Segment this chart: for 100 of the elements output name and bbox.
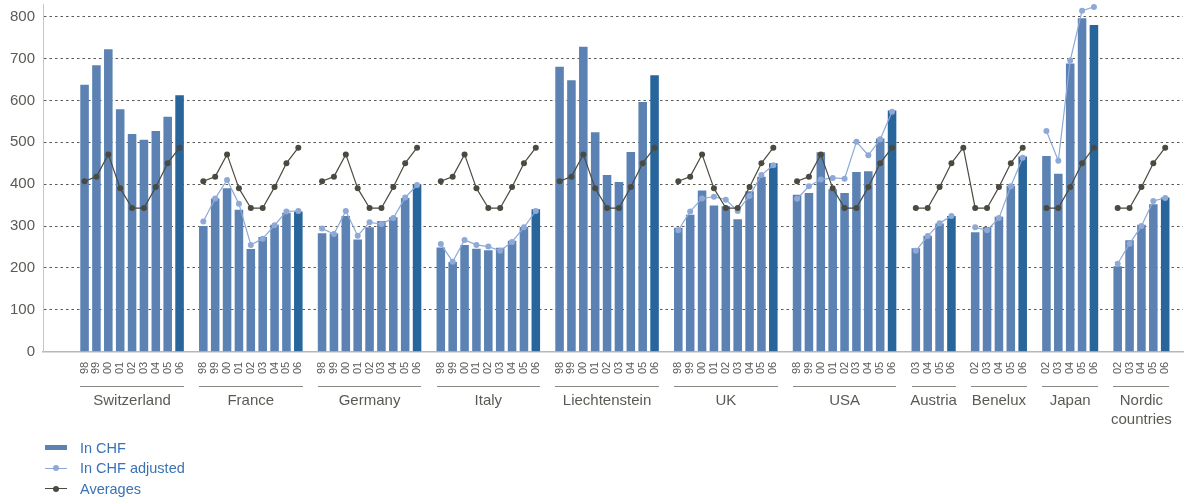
text: Italy [473,389,504,409]
bar [1006,185,1016,352]
x-tick-label: 04 [742,361,755,375]
x-tick-label: 05 [635,361,648,375]
x-tick-label: 98 [77,361,90,375]
x-tick-label: 01 [706,361,719,375]
bar [982,226,992,352]
bar [852,172,861,352]
y-tick-label: 100 [9,300,35,318]
legend-label: In CHF adjusted [80,460,185,477]
legend-label: In CHF [80,439,126,456]
x-tick-label: 02 [125,361,138,375]
x-tick-label: 99 [683,361,696,375]
x-tick-label: 02 [837,361,850,375]
x-tick-label: 98 [671,361,684,375]
x-tick-label: 01 [588,361,601,375]
text: UK [714,389,738,409]
x-tick-label: 03 [255,361,268,375]
bar [638,102,647,352]
bar [531,209,541,352]
x-tick-label: 04 [148,361,161,375]
bar [769,163,778,352]
bar [887,110,897,352]
bar [104,49,113,352]
bar [1089,24,1099,352]
x-tick-label: 99 [564,361,577,375]
x-tick-label: 02 [718,361,731,375]
x-tick-label: 03 [374,361,387,375]
x-tick-label: 00 [576,361,589,375]
x-tick-label: 06 [766,361,779,375]
bar [614,182,624,352]
bar [709,205,719,352]
x-tick-label: 03 [493,361,506,375]
bar [115,109,125,352]
bar [222,188,232,352]
x-tick-label: 02 [1039,361,1052,375]
x-tick-label: 03 [849,361,862,375]
x-tick-label: 06 [172,361,185,375]
bar [923,235,932,352]
bar [590,132,600,352]
bar [626,151,636,352]
x-tick-label: 03 [136,361,149,375]
x-tick-label: 06 [410,361,423,375]
bar [151,130,161,352]
bar [840,192,849,352]
x-tick-label: 00 [101,361,114,375]
y-tick-label: 800 [9,6,35,24]
bar [389,217,398,352]
legend-label: Averages [80,480,141,497]
y-tick-label: 200 [9,258,35,276]
x-tick-label: 05 [932,361,945,375]
text: USA [828,389,861,409]
x-tick-label: 04 [267,361,280,375]
x-tick-label: 05 [1075,361,1088,375]
x-tick-label: 99 [445,361,458,375]
text: Nordic countries [1110,389,1173,428]
text: Austria [909,389,958,409]
bar [92,65,101,352]
x-tick-label: 03 [1122,361,1135,375]
x-tick-label: 06 [1158,361,1171,375]
bar [175,95,184,352]
x-tick-label: 00 [695,361,708,375]
x-tick-label: 98 [196,361,209,375]
x-tick-label: 06 [647,361,660,375]
x-tick-label: 06 [528,361,541,375]
x-tick-label: 99 [208,361,221,375]
x-tick-label: 04 [505,361,518,375]
x-tick-label: 98 [790,361,803,375]
text: Benelux [970,389,1028,409]
x-tick-label: 98 [315,361,328,375]
x-tick-label: 99 [326,361,339,375]
x-tick-label: 02 [481,361,494,375]
x-tick-label: 03 [611,361,624,375]
bar [567,80,576,352]
bar [875,138,885,352]
x-tick-label: 00 [338,361,351,375]
x-tick-label: 06 [885,361,898,375]
x-tick-label: 00 [457,361,470,375]
x-tick-label: 04 [1063,361,1076,375]
bar [1125,240,1134,352]
bar [258,236,267,352]
y-tick-label: 300 [9,216,35,234]
x-tick-label: 00 [220,361,233,375]
bar [816,152,826,352]
x-tick-label: 03 [730,361,743,375]
bar [994,216,1004,352]
y-tick-label: 400 [9,174,35,192]
bar [1137,224,1146,352]
x-tick-label: 06 [1015,361,1028,375]
x-tick-label: 05 [160,361,173,375]
bar [1077,18,1087,352]
x-tick-label: 01 [113,361,126,375]
bar [1054,173,1063,352]
bar [1160,197,1170,352]
y-tick-label: 700 [9,48,35,66]
x-tick-label: 02 [968,361,981,375]
x-tick-label: 02 [243,361,256,375]
x-tick-label: 00 [813,361,826,375]
text: Germany [337,389,402,409]
x-tick-label: 99 [89,361,102,375]
